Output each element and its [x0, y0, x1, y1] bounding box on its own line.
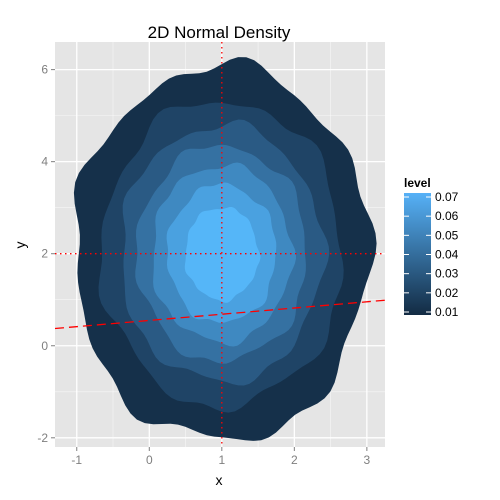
- x-axis-title: x: [216, 472, 223, 488]
- y-tick-label: 6: [41, 63, 48, 77]
- x-tick-label: -1: [71, 453, 82, 467]
- x-axis: -1 0 1 2 3: [71, 447, 371, 467]
- reference-lines: [54, 42, 386, 447]
- y-tick-label: 2: [41, 247, 48, 261]
- y-tick-label: 4: [41, 155, 48, 169]
- legend-label: 0.04: [435, 248, 459, 262]
- y-tick-label: -2: [37, 431, 48, 445]
- x-tick-label: 0: [146, 453, 153, 467]
- legend-label: 0.03: [435, 267, 459, 281]
- legend-label: 0.05: [435, 228, 459, 242]
- legend-ticks: 0.07 0.06 0.05 0.04 0.03 0.02 0.01: [404, 190, 459, 319]
- legend-label: 0.02: [435, 286, 459, 300]
- legend-label: 0.07: [435, 190, 459, 204]
- chart-title: 2D Normal Density: [148, 23, 291, 42]
- legend: level 0.07 0.06 0.05 0.04 0.03 0.02 0.01: [404, 176, 459, 319]
- x-tick-label: 2: [291, 453, 298, 467]
- x-tick-label: 3: [364, 453, 371, 467]
- legend-title: level: [404, 176, 431, 190]
- y-axis-title: y: [12, 242, 28, 249]
- x-tick-label: 1: [218, 453, 225, 467]
- y-tick-label: 0: [41, 339, 48, 353]
- y-axis: -2 0 2 4 6: [37, 63, 55, 445]
- legend-label: 0.06: [435, 209, 459, 223]
- legend-label: 0.01: [435, 305, 459, 319]
- contour-level-0.07: [184, 207, 261, 303]
